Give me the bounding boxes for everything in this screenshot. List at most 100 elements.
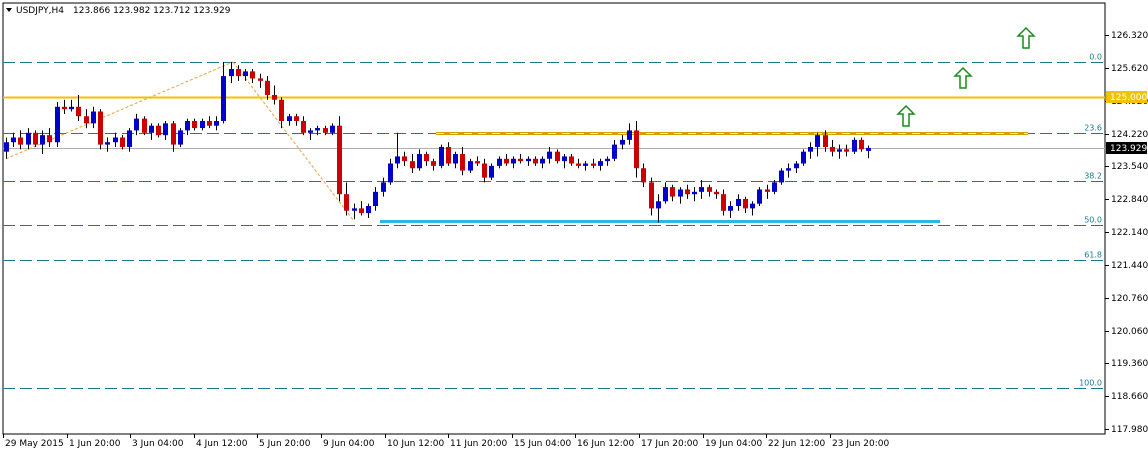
candle xyxy=(786,163,791,178)
candle-body xyxy=(446,146,451,164)
fib-label: 23.6 xyxy=(1084,124,1102,133)
candle xyxy=(649,177,654,216)
x-tick-label: 17 Jun 20:00 xyxy=(641,439,698,449)
candle-body xyxy=(98,111,103,145)
price-axis[interactable]: 126.320125.620124.920124.220123.540122.8… xyxy=(1105,31,1148,435)
candle-body xyxy=(337,125,342,195)
candle xyxy=(634,120,639,178)
candle-body xyxy=(301,120,306,133)
candle-body xyxy=(26,132,31,145)
chart-info: USDJPY,H4 123.866 123.982 123.712 123.92… xyxy=(6,6,231,16)
candle-body xyxy=(113,137,118,143)
candle xyxy=(663,182,668,204)
x-tick-label: 4 Jun 12:00 xyxy=(196,439,248,449)
candle-body xyxy=(373,191,378,207)
candle xyxy=(576,158,581,169)
candle xyxy=(583,161,588,171)
candle xyxy=(105,137,110,152)
x-tick-label: 1 Jun 20:00 xyxy=(69,439,121,449)
candle-body xyxy=(91,111,96,124)
candle-body xyxy=(250,71,255,79)
candle xyxy=(330,123,335,136)
candle xyxy=(591,158,596,169)
candle-body xyxy=(569,156,574,164)
candle-body xyxy=(598,161,603,166)
candle xyxy=(33,130,38,147)
candle-body xyxy=(808,146,813,152)
candle-body xyxy=(692,191,697,195)
candle xyxy=(424,151,429,166)
candle-body xyxy=(315,128,320,131)
menu-triangle-icon[interactable] xyxy=(6,8,12,12)
candle-body xyxy=(163,123,168,136)
candle-body xyxy=(576,163,581,166)
candle xyxy=(801,149,806,166)
candle xyxy=(446,142,451,166)
candle xyxy=(475,156,480,166)
candle-body xyxy=(866,147,871,151)
candle xyxy=(4,137,9,159)
candle-body xyxy=(279,99,284,121)
candle-body xyxy=(518,158,523,162)
fib-label: 100.0 xyxy=(1079,379,1102,388)
candle xyxy=(612,139,617,162)
candle xyxy=(272,85,277,105)
x-tick-label: 10 Jun 12:00 xyxy=(387,439,444,449)
candle xyxy=(366,203,371,218)
candle xyxy=(772,180,777,195)
candle-body xyxy=(670,187,675,197)
candle-body xyxy=(258,78,263,81)
time-axis[interactable]: 29 May 2015 1 Jun 20:00 3 Jun 04:00 4 Jun 1… xyxy=(3,434,890,449)
candle-body xyxy=(330,125,335,133)
candle-body xyxy=(591,163,596,166)
candle xyxy=(685,184,690,199)
candle xyxy=(84,109,89,129)
candle xyxy=(562,154,567,169)
candle-body xyxy=(294,116,299,121)
candle xyxy=(301,116,306,136)
current-price-tag: 123.929 xyxy=(1106,142,1147,154)
candle xyxy=(823,130,828,152)
candle-body xyxy=(229,69,234,77)
candle-body xyxy=(62,106,67,110)
candle xyxy=(76,94,81,121)
candle-body xyxy=(156,125,161,136)
candle-body xyxy=(497,158,502,166)
x-tick-label: 23 Jun 20:00 xyxy=(832,439,889,449)
y-tick-label: 119.360 xyxy=(1111,359,1148,369)
level-125-tag-bg xyxy=(1106,91,1147,103)
candle xyxy=(178,128,183,147)
candle-body xyxy=(192,120,197,129)
candle xyxy=(511,156,516,169)
candle xyxy=(156,123,161,138)
candle xyxy=(489,163,494,181)
y-tick-label: 120.760 xyxy=(1111,294,1148,304)
candle xyxy=(120,135,125,150)
candle xyxy=(540,156,545,169)
candle-body xyxy=(555,151,560,162)
candle-body xyxy=(236,69,241,77)
candle xyxy=(497,156,502,169)
candle xyxy=(641,163,646,188)
up-arrow-icon xyxy=(896,104,916,127)
candle-body xyxy=(634,130,639,169)
candle-body xyxy=(352,208,357,211)
candle xyxy=(431,158,436,171)
candle-body xyxy=(721,194,726,211)
x-tick-label: 16 Jun 12:00 xyxy=(577,439,634,449)
candle xyxy=(91,106,96,129)
candle xyxy=(852,137,857,155)
fib-label: 50.0 xyxy=(1084,216,1102,225)
candle xyxy=(598,158,603,171)
candle xyxy=(229,61,234,84)
candle xyxy=(547,146,552,164)
candle xyxy=(678,187,683,204)
y-tick-label: 126.320 xyxy=(1111,31,1148,41)
candle xyxy=(236,65,241,81)
y-tick-label: 124.220 xyxy=(1111,130,1148,140)
candle-body xyxy=(395,156,400,164)
y-tick-label: 118.660 xyxy=(1111,392,1148,402)
candle xyxy=(11,132,16,147)
candle-body xyxy=(830,146,835,152)
